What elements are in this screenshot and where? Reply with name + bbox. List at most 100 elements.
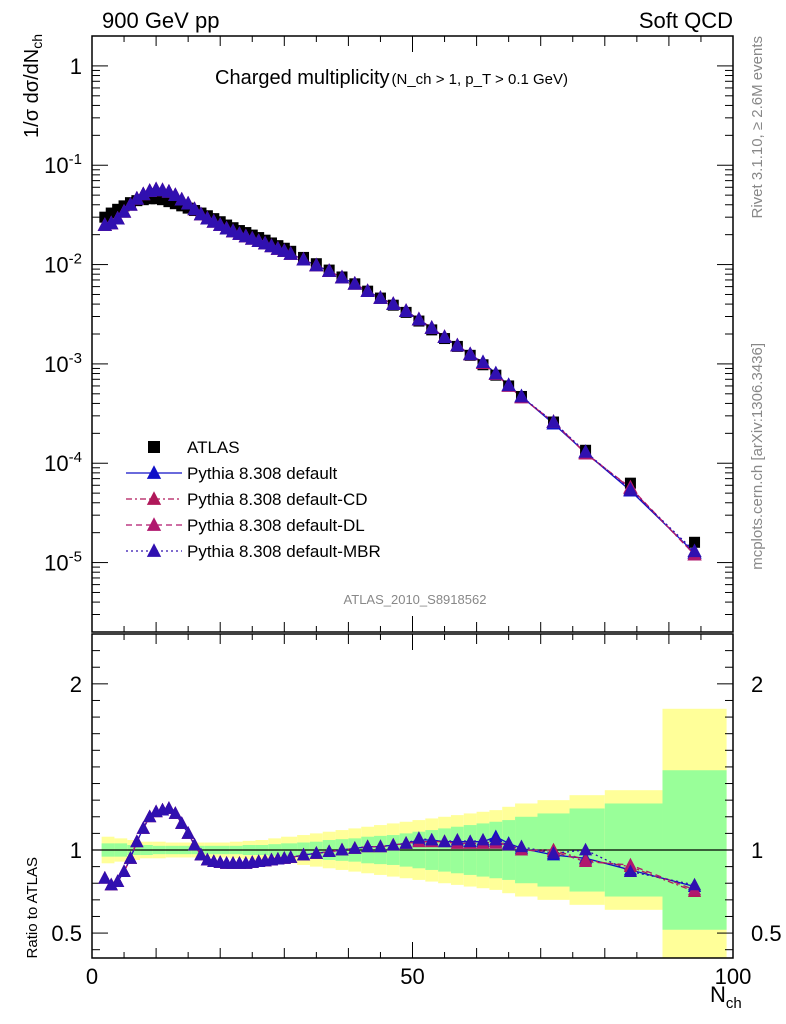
triangle-marker [194,847,208,861]
triangle-marker [463,834,477,848]
square-marker [163,196,175,208]
square-marker [157,194,169,206]
triangle-marker [546,846,561,859]
triangle-marker [117,864,131,877]
rivet-version-label: Rivet 3.1.10, ≥ 2.6M events [749,36,766,219]
triangle-marker [104,877,118,891]
triangle-marker [514,388,529,403]
triangle-marker [437,834,452,848]
triangle-marker [373,290,388,304]
triangle-marker [322,844,336,858]
triangle-marker [501,377,516,392]
triangle-marker [296,847,311,861]
x-tick-label: 100 [715,964,752,989]
y-tick-label: 1 [70,838,82,863]
y-tick-label-right: 0.5 [751,921,782,946]
category-label: Soft QCD [639,8,733,33]
analysis-id-label: ATLAS_2010_S8918562 [344,592,487,607]
square-marker [105,207,117,219]
triangle-marker [411,311,427,326]
y-axis-label-main: 1/σ dσ/dNch [21,34,45,138]
square-marker [112,203,124,215]
triangle-marker [162,801,176,814]
triangle-marker [296,251,311,266]
triangle-marker [123,851,138,864]
triangle-marker [181,826,195,839]
triangle-marker [424,320,439,334]
triangle-marker [623,482,638,496]
triangle-marker [623,857,638,871]
ratio-frame [91,633,734,959]
triangle-marker [309,257,324,272]
triangle-marker [687,543,702,558]
triangle-marker [488,365,503,380]
main-plot-area: 1 10-1 10-2 10-3 10-4 10-5 [44,35,734,958]
triangle-marker [361,839,375,853]
triangle-marker [578,854,593,868]
triangle-marker [146,465,162,479]
y-tick-label: 10-1 [44,151,82,178]
triangle-marker [175,816,189,829]
triangle-marker [187,837,202,851]
triangle-marker [386,296,401,310]
triangle-marker [502,837,516,851]
square-marker [169,198,181,210]
triangle-marker [111,874,125,887]
plot-title: Charged multiplicity (N_ch > 1, p_T > 0.1… [215,67,568,89]
triangle-marker [476,832,490,846]
legend-label: Pythia 8.308 default-DL [187,516,365,535]
y-tick-label: 10-3 [44,350,82,377]
y-tick-label: 10-4 [44,449,82,476]
triangle-marker [475,354,491,369]
square-marker [99,211,111,223]
plot-title-cuts: (N_ch > 1, p_T > 0.1 GeV) [392,71,568,88]
triangle-marker [463,346,478,361]
triangle-marker [98,871,112,884]
legend-label: Pythia 8.308 default [187,464,338,483]
triangle-marker [347,276,362,290]
triangle-marker [143,809,157,823]
square-marker [176,200,188,212]
ratio-plot-area: 0 50 100 0.5 0.5 1 1 2 2 [51,633,782,989]
triangle-marker [623,864,638,877]
triangle-marker [386,837,400,851]
x-tick-label: 50 [400,964,424,989]
triangle-marker [399,836,413,849]
legend: ATLAS Pythia 8.308 default Pythia 8.308 de… [126,438,381,561]
triangle-marker [546,414,561,428]
triangle-marker [136,821,150,834]
legend-label: ATLAS [187,438,240,457]
triangle-marker [146,517,162,531]
legend-label: Pythia 8.308 default-MBR [187,542,381,561]
square-marker [148,441,160,453]
triangle-marker [687,877,702,891]
triangle-marker [104,215,119,230]
triangle-marker [450,337,465,352]
triangle-marker [168,806,182,819]
triangle-marker [334,269,350,284]
triangle-marker [335,842,349,856]
collision-label: 900 GeV pp [102,8,219,33]
triangle-marker [425,832,439,846]
plot-title-main: Charged multiplicity [215,67,390,89]
triangle-marker [348,841,362,854]
triangle-marker [322,263,337,277]
triangle-marker [398,303,414,317]
y-axis-label-ratio: Ratio to ATLAS [24,857,41,958]
triangle-marker [489,832,503,846]
y-tick-label: 10-5 [44,549,82,576]
triangle-marker [514,839,529,853]
triangle-marker [129,190,145,205]
x-tick-label: 0 [86,964,98,989]
source-label: mcplots.cern.ch [arXiv:1306.3436] [749,343,766,570]
y-tick-label: 1 [70,54,82,79]
triangle-marker [146,543,162,557]
y-tick-label: 10-2 [44,251,82,278]
triangle-marker [187,201,202,216]
y-tick-label-right: 1 [751,838,763,863]
triangle-marker [283,246,298,260]
square-marker [689,536,701,548]
triangle-marker [309,846,323,859]
triangle-marker [110,210,125,225]
